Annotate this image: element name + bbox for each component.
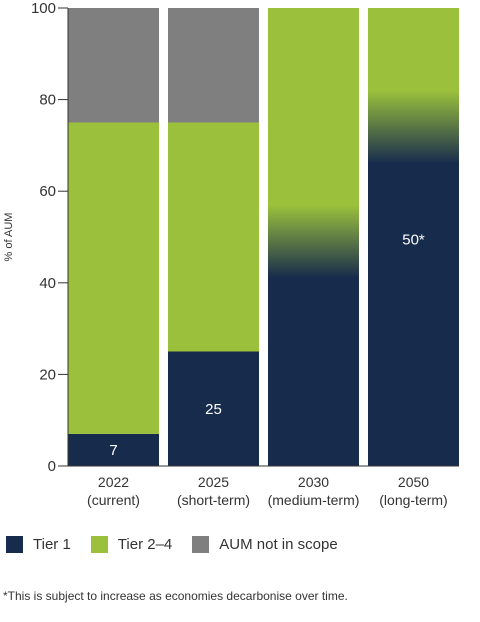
y-axis-label: % of AUM	[3, 213, 15, 262]
legend-label-aum-not-in-scope: AUM not in scope	[219, 536, 338, 553]
legend-label-tier-2-4: Tier 2–4	[117, 536, 173, 553]
x-tick-label-2025: 2025	[198, 474, 229, 490]
y-tick-label-100: 100	[31, 0, 56, 17]
legend-item-tier-2-4: Tier 2–4	[90, 536, 173, 553]
bar-2030-gradient	[268, 8, 359, 466]
bar-2022-tier-1	[68, 433, 159, 466]
legend-item-aum-not-in-scope: AUM not in scope	[192, 536, 338, 553]
x-tick-sublabel-2050: (long-term)	[379, 492, 447, 508]
x-tick-sublabel-2025: (short-term)	[177, 492, 250, 508]
data-label-2025: 25	[205, 401, 222, 418]
y-tick-label-0: 0	[48, 458, 56, 475]
bars-layer	[68, 8, 459, 466]
bar-2025-tier-2-4	[168, 122, 259, 352]
x-tick-sublabel-2030: (medium-term)	[268, 492, 360, 508]
x-tick-label-2030: 2030	[298, 474, 329, 490]
bar-2025-tier-1	[168, 351, 259, 466]
bar-2022-tier-2-4	[68, 122, 159, 434]
data-label-2022: 7	[109, 442, 117, 459]
y-tick-label-80: 80	[39, 92, 56, 109]
x-tick-label-2022: 2022	[98, 474, 129, 490]
bar-2050-gradient	[368, 8, 459, 466]
bar-2025-aum-not-in-scope	[168, 8, 259, 123]
x-tick-label-2050: 2050	[398, 474, 429, 490]
x-tick-sublabel-2022: (current)	[87, 492, 140, 508]
stacked-bar-chart: 0 20 40 60 80 100 % of AUM 7 2022 (current) 25 202…	[3, 0, 459, 508]
legend: Tier 1 Tier 2–4 AUM not in scope	[6, 536, 358, 553]
data-label-2050: 50*	[402, 231, 425, 248]
y-axis: 0 20 40 60 80 100 % of AUM	[3, 0, 459, 475]
y-tick-label-60: 60	[39, 183, 56, 200]
bar-2022-aum-not-in-scope	[68, 8, 159, 123]
legend-label-tier-1: Tier 1	[33, 536, 71, 553]
legend-swatch-tier-2-4	[90, 536, 108, 553]
y-tick-label-20: 20	[39, 366, 56, 383]
labels-layer: 7 2022 (current) 25 2025 (short-term) 2030 (med…	[87, 231, 448, 508]
legend-swatch-tier-1	[6, 536, 23, 553]
footnote: *This is subject to increase as economie…	[3, 589, 348, 603]
legend-item-tier-1: Tier 1	[6, 536, 71, 553]
legend-swatch-aum-not-in-scope	[192, 536, 210, 553]
y-tick-label-40: 40	[39, 275, 56, 292]
